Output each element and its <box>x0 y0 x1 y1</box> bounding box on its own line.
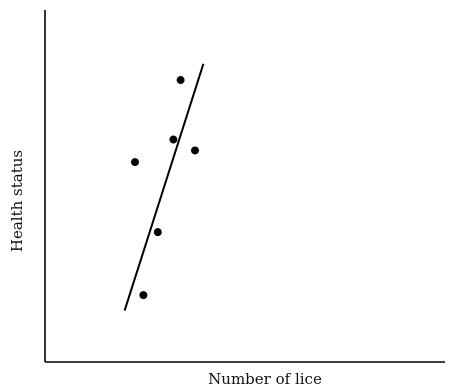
x-axis-title: Number of lice <box>208 370 322 388</box>
data-point <box>176 76 185 85</box>
data-point <box>169 135 178 144</box>
data-point <box>153 228 162 237</box>
y-axis-title: Health status <box>8 150 26 252</box>
trend-line <box>123 63 205 311</box>
data-point <box>131 158 139 167</box>
data-point <box>191 146 199 155</box>
data-points <box>131 76 199 300</box>
data-point <box>139 291 148 300</box>
